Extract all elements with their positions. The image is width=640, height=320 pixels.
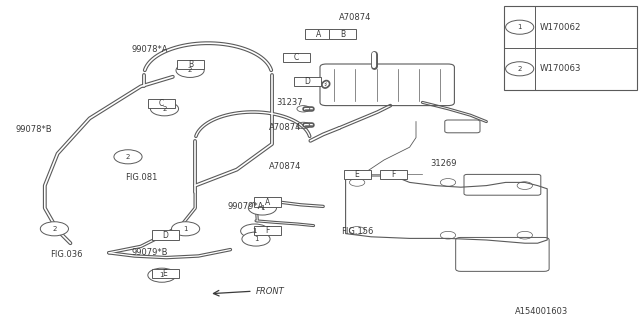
FancyBboxPatch shape (305, 29, 332, 39)
Text: A70874: A70874 (339, 13, 372, 22)
FancyBboxPatch shape (283, 53, 310, 62)
Text: D: D (304, 77, 310, 86)
FancyBboxPatch shape (380, 170, 407, 179)
FancyBboxPatch shape (294, 77, 321, 86)
Text: 99079*B: 99079*B (131, 248, 168, 257)
Text: A154001603: A154001603 (515, 308, 568, 316)
Text: F: F (392, 170, 396, 179)
FancyBboxPatch shape (504, 6, 637, 90)
FancyBboxPatch shape (152, 230, 179, 240)
Text: F: F (266, 226, 269, 235)
Circle shape (241, 224, 269, 238)
Text: FRONT: FRONT (256, 287, 285, 296)
Circle shape (242, 232, 270, 246)
Text: A70874: A70874 (269, 162, 301, 171)
Text: 1: 1 (183, 226, 188, 232)
Text: A: A (265, 198, 270, 207)
Text: 31269: 31269 (430, 159, 456, 168)
Text: B: B (188, 60, 193, 69)
FancyBboxPatch shape (148, 99, 175, 108)
Text: E: E (355, 170, 360, 179)
Text: 2: 2 (163, 106, 166, 112)
FancyBboxPatch shape (177, 60, 204, 69)
Text: 99078*A: 99078*A (131, 45, 168, 54)
Text: 2: 2 (126, 154, 130, 160)
Text: 2: 2 (518, 66, 522, 72)
FancyBboxPatch shape (152, 269, 179, 278)
FancyBboxPatch shape (254, 226, 281, 235)
Text: FIG.081: FIG.081 (125, 173, 157, 182)
Text: 31237: 31237 (276, 98, 303, 107)
Text: 1: 1 (252, 228, 257, 234)
FancyBboxPatch shape (254, 197, 281, 207)
Circle shape (114, 150, 142, 164)
FancyBboxPatch shape (344, 170, 371, 179)
Text: FIG.036: FIG.036 (50, 250, 83, 259)
Text: W170062: W170062 (540, 23, 582, 32)
Text: 99079*A: 99079*A (227, 202, 264, 211)
Text: A70874: A70874 (269, 123, 301, 132)
Circle shape (40, 222, 68, 236)
Text: 2: 2 (188, 68, 192, 73)
Text: 2: 2 (52, 226, 56, 232)
Circle shape (506, 20, 534, 34)
Text: C: C (294, 53, 299, 62)
Text: 1: 1 (253, 236, 259, 242)
Text: FIG.156: FIG.156 (341, 227, 374, 236)
Circle shape (506, 62, 534, 76)
Text: B: B (340, 30, 345, 39)
Text: 1: 1 (159, 272, 164, 278)
Circle shape (150, 102, 179, 116)
Text: E: E (163, 269, 168, 278)
Circle shape (176, 63, 204, 77)
Circle shape (148, 268, 176, 282)
Text: 99078*B: 99078*B (16, 125, 52, 134)
Text: 1: 1 (260, 205, 265, 211)
Circle shape (172, 222, 200, 236)
Circle shape (248, 201, 276, 215)
Text: A: A (316, 30, 321, 39)
Text: W170063: W170063 (540, 64, 582, 73)
Text: 1: 1 (517, 24, 522, 30)
Text: C: C (159, 99, 164, 108)
Text: D: D (162, 231, 168, 240)
FancyBboxPatch shape (329, 29, 356, 39)
